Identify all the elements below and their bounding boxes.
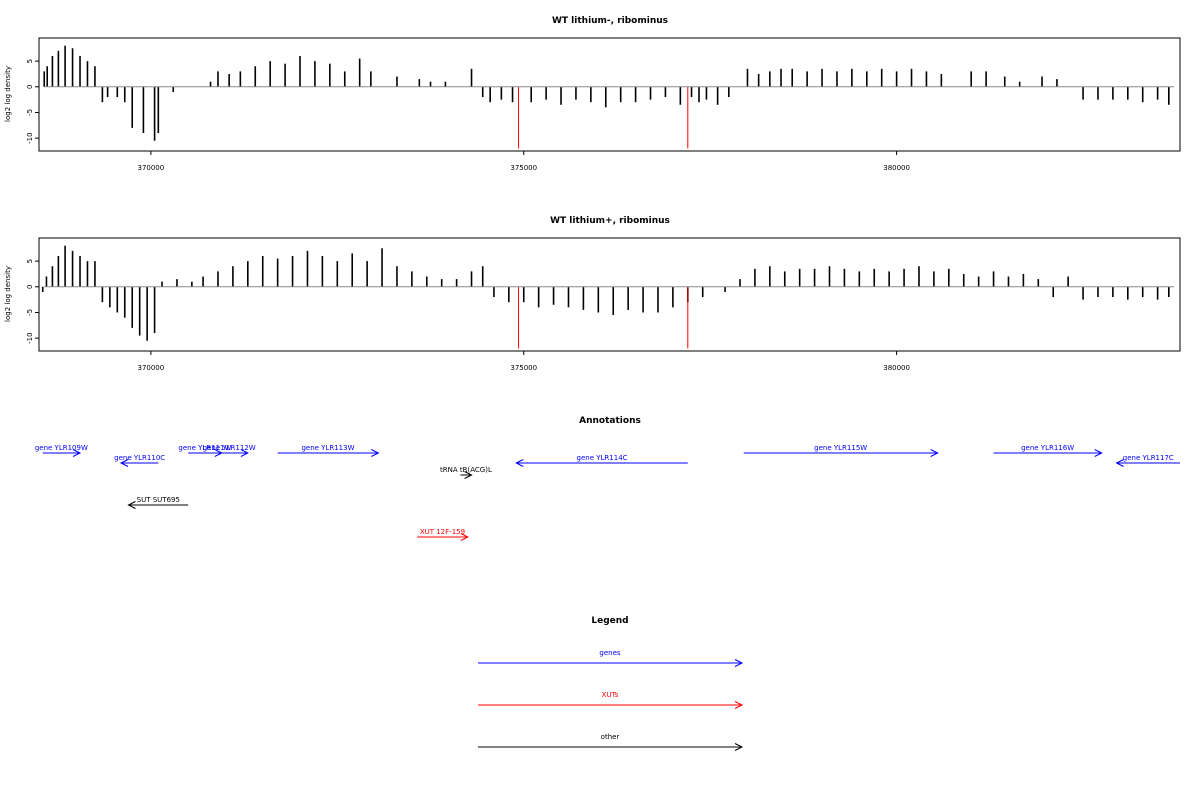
arrowhead	[127, 501, 136, 509]
bar-series	[43, 45, 1170, 141]
marker-series	[518, 86, 689, 149]
legend-item: XUTs	[478, 691, 744, 709]
annotation-label: XUT 12F-159	[420, 528, 465, 536]
annotation-label: gene YLR109W	[35, 444, 88, 452]
x-tick-label: 380000	[883, 364, 910, 372]
arrowhead	[240, 449, 249, 457]
x-tick-label: 370000	[137, 164, 164, 172]
annotation-feature: gene YLR113W	[277, 444, 380, 457]
annotation-feature: gene YLR115W	[743, 444, 939, 457]
annotation-feature: tRNA tR(ACG)L	[440, 466, 492, 479]
marker-series	[518, 286, 689, 349]
y-axis-label: log2 log density	[4, 266, 12, 322]
arrowhead	[734, 743, 744, 751]
y-tick-label: -10	[26, 332, 34, 343]
legend-title: Legend	[591, 616, 628, 626]
annotation-label: tRNA tR(ACG)L	[440, 466, 492, 474]
legend-label: other	[601, 733, 620, 741]
arrowhead	[930, 449, 939, 457]
arrowhead	[515, 459, 524, 467]
annotation-feature: gene YLR110C	[114, 454, 165, 467]
annotation-label: gene YLR116W	[1021, 444, 1074, 452]
chart-panel-lithium-plus: WT lithium+, ribominus log2 log density …	[4, 216, 1181, 372]
annotation-feature: gene YLR114C	[515, 454, 688, 467]
plot-frame	[38, 237, 1181, 352]
arrowhead	[460, 533, 469, 541]
legend-label: genes	[599, 649, 620, 657]
legend: Legend genes XUTs other	[478, 616, 744, 751]
y-axis-label: log2 log density	[4, 66, 12, 122]
chart-title: WT lithium-, ribominus	[552, 16, 668, 26]
annotation-label: gene YLR114C	[577, 454, 628, 462]
arrowhead	[734, 659, 744, 667]
y-tick-label: -5	[26, 109, 34, 116]
arrowhead	[1094, 449, 1103, 457]
y-tick-label: -10	[26, 132, 34, 143]
y-tick-label: 5	[26, 59, 34, 63]
arrowhead	[72, 449, 82, 457]
legend-item: genes	[478, 649, 744, 667]
annotation-label: gene YLR112W	[203, 444, 256, 452]
x-tick-label: 375000	[510, 364, 537, 372]
annotations-title: Annotations	[579, 416, 641, 426]
legend-label: XUTs	[602, 691, 619, 699]
arrowhead	[464, 471, 473, 479]
x-tick-label: 380000	[883, 164, 910, 172]
y-axis-ticks: -10 -5 0 5	[26, 59, 39, 144]
annotation-feature: gene YLR117C	[1115, 454, 1180, 467]
chart-panel-lithium-minus: WT lithium-, ribominus log2 log density …	[4, 16, 1181, 172]
arrowhead	[734, 701, 744, 709]
y-tick-label: 5	[26, 259, 34, 263]
annotation-label: gene YLR115W	[814, 444, 867, 452]
annotation-feature: gene YLR112W	[203, 444, 256, 457]
arrowhead	[119, 459, 129, 467]
y-tick-label: 0	[26, 85, 34, 89]
annotation-feature: gene YLR116W	[993, 444, 1103, 457]
x-axis-ticks: 370000 375000 380000	[137, 351, 910, 372]
bar-series	[41, 245, 1170, 341]
annotations-track: Annotations gene YLR109W gene YLR110C gene…	[35, 416, 1180, 541]
annotation-label: gene YLR110C	[114, 454, 165, 462]
chart-title: WT lithium+, ribominus	[550, 216, 670, 226]
annotation-label: gene YLR117C	[1123, 454, 1174, 462]
y-tick-label: 0	[26, 285, 34, 289]
y-axis-ticks: -10 -5 0 5	[26, 259, 39, 344]
annotation-feature: SUT SUT695	[127, 496, 189, 509]
x-tick-label: 370000	[137, 364, 164, 372]
y-tick-label: -5	[26, 309, 34, 316]
legend-item: other	[478, 733, 744, 751]
annotation-feature: gene YLR109W	[35, 444, 88, 457]
annotation-label: gene YLR113W	[301, 444, 354, 452]
annotation-feature: XUT 12F-159	[417, 528, 469, 541]
legend-items: genes XUTs other	[478, 649, 744, 751]
x-tick-label: 375000	[510, 164, 537, 172]
arrowhead	[1115, 459, 1124, 467]
arrowhead	[371, 449, 380, 457]
x-axis-ticks: 370000 375000 380000	[137, 151, 910, 172]
annotation-label: SUT SUT695	[137, 496, 180, 504]
plot-frame	[38, 37, 1181, 152]
annotation-label: gene YLR111W	[178, 444, 231, 452]
